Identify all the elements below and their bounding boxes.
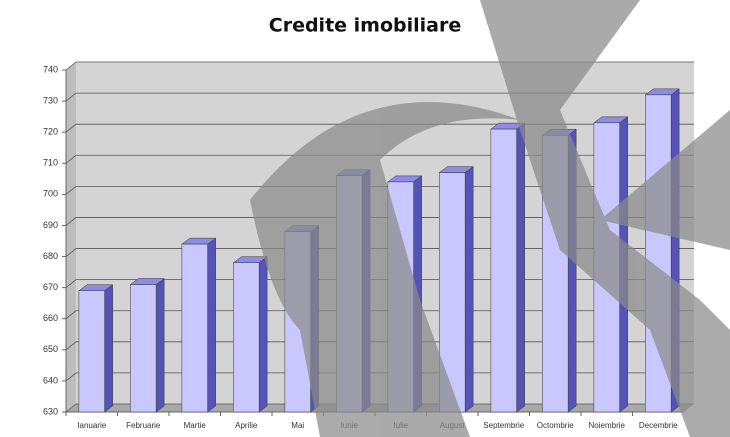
chart: Credite imobiliare 630 640 650 660 670 680 690… — [0, 0, 730, 437]
x-tick-label: Martie — [184, 421, 207, 430]
y-tick-label: 730 — [43, 95, 58, 105]
bar — [182, 244, 208, 412]
page: Credite imobiliare 630 640 650 660 670 680 690… — [0, 0, 730, 437]
side-wall — [66, 62, 76, 412]
bar-side — [208, 238, 216, 412]
x-tick-label: Septembrie — [483, 421, 524, 430]
x-tick-label: Aprilie — [235, 421, 258, 430]
bar — [130, 285, 156, 412]
y-tick-label: 720 — [43, 127, 58, 137]
chart-title: Credite imobiliare — [269, 15, 461, 37]
x-tick-label: Februarie — [126, 421, 161, 430]
y-tick-label: 680 — [43, 251, 58, 261]
x-tick-label: Ianuarie — [77, 421, 106, 430]
y-tick-label: 630 — [43, 406, 58, 416]
x-tick-label: Octombrie — [537, 421, 574, 430]
bar — [79, 291, 105, 412]
y-tick-label: 740 — [43, 64, 58, 74]
y-tick-label: 710 — [43, 158, 58, 168]
y-tick-label: 660 — [43, 313, 58, 323]
x-tick-label: Decembrie — [639, 421, 678, 430]
bar-side — [259, 257, 267, 412]
y-tick-label: 650 — [43, 344, 58, 354]
y-tick-label: 670 — [43, 282, 58, 292]
bar-side — [156, 279, 164, 412]
bar-side — [517, 123, 525, 412]
y-tick-label: 690 — [43, 220, 58, 230]
y-tick-label: 640 — [43, 375, 58, 385]
x-tick-label: Mai — [291, 421, 304, 430]
bar-side — [465, 167, 473, 412]
x-tick-label: Noiembrie — [589, 421, 626, 430]
bar — [491, 129, 517, 412]
bar — [233, 263, 259, 412]
y-tick-label: 700 — [43, 189, 58, 199]
bar-side — [105, 285, 113, 412]
